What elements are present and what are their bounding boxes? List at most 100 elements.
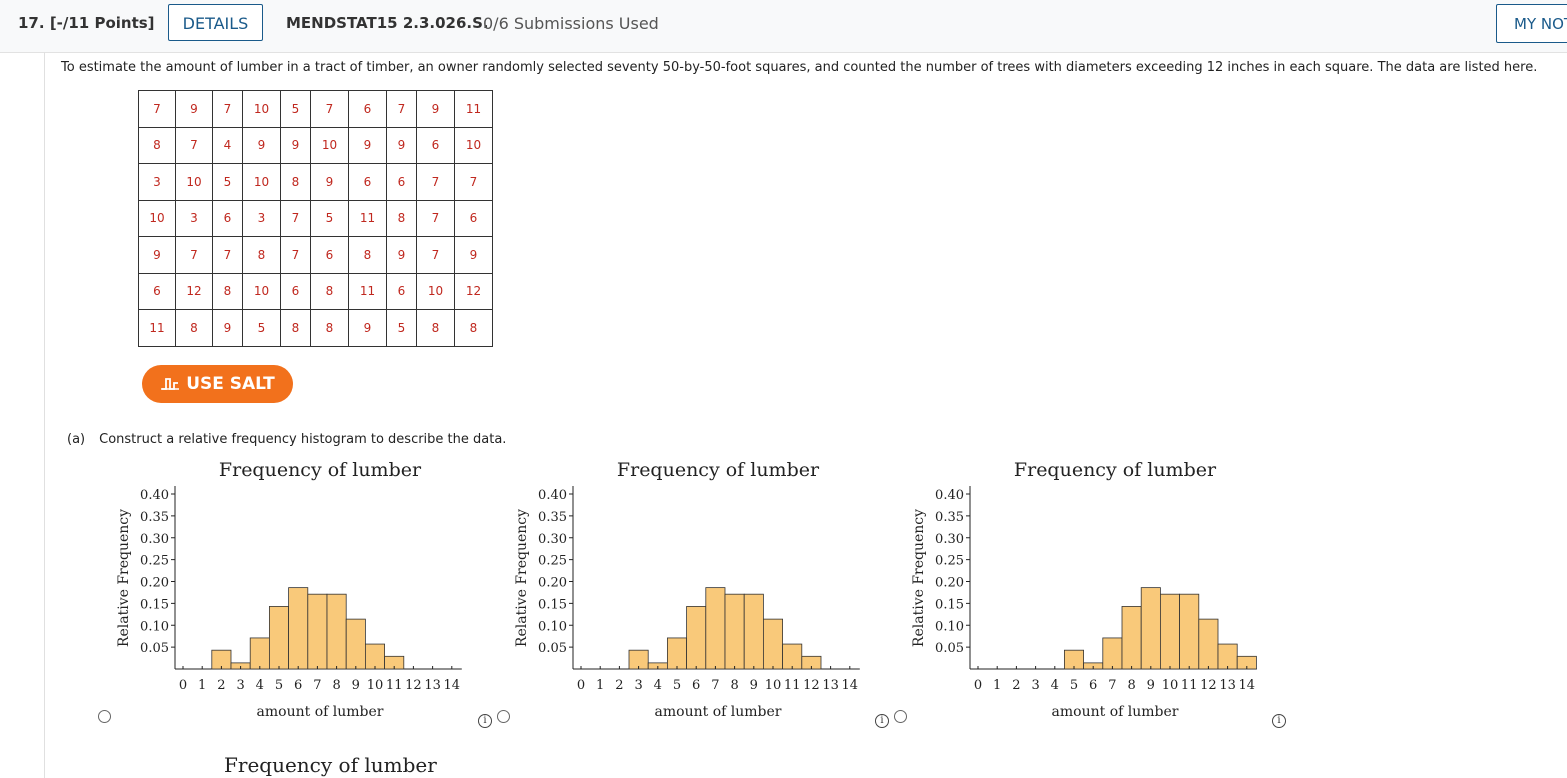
data-cell: 9 [280,126,311,164]
option-4-chart-title: Frequency of lumber [224,753,437,777]
data-cell: 5 [386,309,417,347]
x-tick-label: 8 [730,678,738,693]
data-cell: 11 [454,90,493,128]
data-cell: 7 [310,90,349,128]
x-tick-label: 10 [367,678,384,693]
data-cell: 7 [280,199,311,237]
data-cell: 8 [280,309,311,347]
data-table-row: 11 8 9 5 8 8 9 5 8 8 [138,309,493,347]
x-tick-label: 14 [1239,678,1256,693]
data-cell: 6 [348,163,387,201]
histogram-bar [743,593,764,670]
data-cell: 9 [348,309,387,347]
use-salt-button[interactable]: USE SALT [142,365,293,403]
x-tick-label: 14 [842,678,859,693]
question-left-rule [44,52,45,778]
x-tick-label: 6 [692,678,700,693]
y-tick-label: 0.20 [538,576,567,591]
data-cell: 8 [138,126,176,164]
data-cell: 9 [138,236,176,274]
x-axis-label: amount of lumber [1052,704,1179,720]
info-icon[interactable]: i [478,714,492,728]
radio-option-1[interactable] [98,710,111,723]
histogram-bar [1217,643,1238,670]
x-tick-label: 5 [1070,678,1078,693]
histogram-option-2: Frequency of lumber Relative Frequency 0.0… [514,459,860,720]
x-tick-label: 14 [444,678,461,693]
data-cell: 10 [242,163,281,201]
data-cell: 6 [454,199,493,237]
x-axis-label: amount of lumber [655,704,782,720]
problem-code: MENDSTAT15 2.3.026.S. [286,14,489,32]
data-cell: 6 [310,236,349,274]
data-cell: 12 [454,272,493,310]
x-tick-label: 12 [803,678,820,693]
x-tick-label: 5 [275,678,283,693]
x-tick-label: 2 [1012,678,1020,693]
y-axis-label: Relative Frequency [911,509,927,647]
my-notes-button[interactable]: MY NOTES [1496,4,1567,43]
part-a-prompt: (a) Construct a relative frequency histog… [67,432,506,447]
x-tick-label: 1 [596,678,604,693]
y-tick-label: 0.05 [140,641,169,656]
x-tick-label: 11 [1181,678,1198,693]
histogram-bar [345,618,366,670]
y-tick-label: 0.20 [935,576,964,591]
data-cell: 10 [310,126,349,164]
y-tick-label: 0.30 [140,532,169,547]
details-button[interactable]: DETAILS [168,4,263,41]
y-tick-label: 0.25 [140,554,169,569]
x-tick-label: 8 [1127,678,1135,693]
x-tick-label: 9 [750,678,758,693]
data-cell: 6 [348,90,387,128]
data-cell: 8 [242,236,281,274]
y-axis-label: Relative Frequency [514,509,530,647]
data-cell: 7 [138,90,176,128]
data-cell: 6 [386,272,417,310]
data-cell: 5 [310,199,349,237]
data-cell: 7 [280,236,311,274]
y-tick-label: 0.30 [538,532,567,547]
histogram-bar [1140,587,1161,670]
histogram-bar [288,587,309,670]
y-tick-label: 0.15 [140,597,169,612]
histogram-bar [1159,593,1180,670]
data-cell: 8 [280,163,311,201]
x-tick-label: 1 [993,678,1001,693]
data-cell: 7 [416,199,455,237]
data-cell: 9 [310,163,349,201]
data-cell: 9 [416,90,455,128]
y-tick-label: 0.25 [538,554,567,569]
x-tick-label: 13 [822,678,839,693]
salt-icon [161,378,180,390]
x-tick-label: 7 [711,678,719,693]
y-tick-label: 0.15 [935,597,964,612]
info-icon[interactable]: i [875,714,889,728]
x-tick-label: 0 [577,678,585,693]
chart-title: Frequency of lumber [219,459,422,481]
histogram-bar [307,593,328,670]
x-tick-label: 1 [198,678,206,693]
y-tick-label: 0.40 [935,488,964,503]
x-tick-label: 11 [784,678,801,693]
histogram-bar [1179,593,1200,670]
question-prompt: To estimate the amount of lumber in a tr… [61,60,1538,75]
use-salt-label: USE SALT [186,374,275,394]
data-cell: 9 [175,90,213,128]
histogram-bar [724,593,745,670]
info-icon[interactable]: i [1272,714,1286,728]
data-table-row: 3 10 5 10 8 9 6 6 7 7 [138,163,493,201]
data-cell: 7 [175,236,213,274]
radio-option-3[interactable] [894,710,907,723]
x-tick-label: 2 [615,678,623,693]
data-cell: 6 [212,199,243,237]
x-tick-label: 0 [974,678,982,693]
x-tick-label: 3 [634,678,642,693]
data-cell: 8 [348,236,387,274]
data-cell: 7 [386,90,417,128]
data-cell: 3 [175,199,213,237]
histogram-bar [1121,606,1142,670]
radio-option-2[interactable] [497,710,510,723]
x-tick-label: 7 [1108,678,1116,693]
